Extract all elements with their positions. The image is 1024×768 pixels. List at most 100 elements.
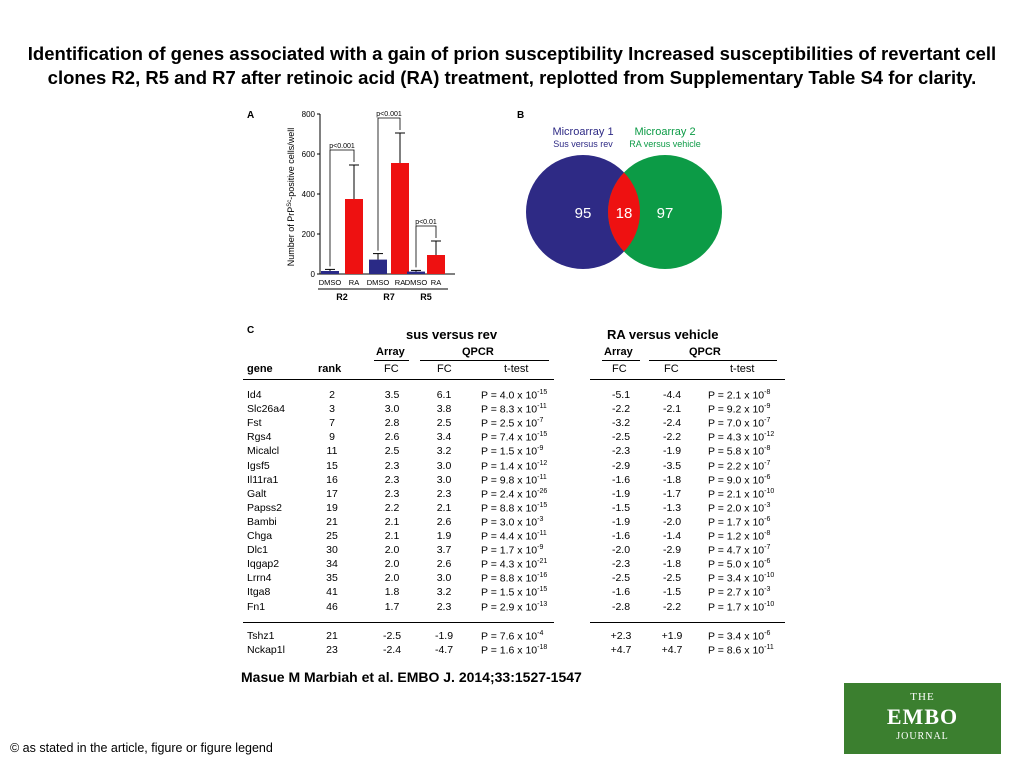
cell-rank: 35	[326, 572, 338, 585]
pvalue-exponent: -3	[764, 501, 771, 509]
group-label: R2	[336, 292, 348, 302]
y-tick-label: 600	[302, 150, 316, 159]
cell-pvalue: P = 2.7 x 10-3	[708, 586, 770, 599]
cell-gene: Bambi	[247, 515, 277, 528]
cell-gene: Tshz1	[247, 630, 275, 642]
cell-pvalue: P = 1.6 x 10-18	[481, 644, 547, 657]
pvalue-exponent: -11	[537, 473, 547, 481]
pvalue-exponent: -7	[764, 417, 771, 425]
venn-overlap-count: 18	[616, 205, 633, 222]
cell-q2: -1.7	[662, 487, 682, 500]
y-tick-label: 800	[302, 110, 316, 119]
col-fc1-header: FC	[384, 363, 399, 375]
x-tick-label: RA	[431, 278, 441, 287]
cell-pvalue: P = 4.4 x 10-11	[481, 530, 547, 543]
pvalue-exponent: -7	[764, 544, 771, 552]
cell-fc2: -1.6	[611, 473, 631, 486]
pvalue-mantissa: P = 3.4 x 10	[708, 572, 765, 585]
qpcr-header-2: QPCR	[689, 346, 721, 358]
pvalue-exponent: -12	[764, 431, 775, 439]
cell-rank: 23	[326, 644, 338, 656]
cell-fc1: 1.7	[384, 600, 400, 613]
slide-title: Identification of genes associated with …	[27, 43, 997, 88]
panel-a-label: A	[247, 110, 255, 121]
cell-rank: 21	[326, 515, 338, 528]
cell-rank: 15	[326, 459, 338, 472]
pvalue-mantissa: P = 1.7 x 10	[481, 544, 538, 557]
pvalue-mantissa: P = 2.5 x 10	[481, 417, 538, 430]
cell-pvalue: P = 5.8 x 10-8	[708, 445, 770, 458]
bar-ra	[391, 163, 409, 274]
pvalue-exponent: -6	[764, 630, 771, 637]
cell-fc1: 2.8	[384, 417, 400, 430]
y-axis-label-main: Number of PrP	[286, 207, 296, 267]
venn-set2-subtitle: RA versus vehicle	[629, 139, 701, 149]
cell-rank: 2	[329, 389, 335, 401]
cell-rank: 46	[326, 600, 338, 613]
pvalue-exponent: -18	[537, 644, 548, 651]
y-tick-label: 400	[302, 190, 316, 199]
cell-q2: -2.1	[662, 403, 682, 416]
cell-q2: -4.4	[662, 389, 682, 401]
cell-q1: 2.5	[436, 417, 452, 430]
cell-pvalue: P = 8.3 x 10-11	[481, 403, 547, 416]
pvalue-mantissa: P = 1.4 x 10	[481, 460, 538, 472]
cell-q2: -1.8	[662, 558, 682, 571]
pvalue-exponent: -6	[764, 515, 771, 523]
venn-set2-circle	[608, 155, 722, 269]
cell-pvalue: P = 5.0 x 10-6	[708, 558, 770, 571]
cell-q2: -2.0	[662, 515, 682, 528]
pvalue-mantissa: P = 1.7 x 10	[708, 516, 765, 529]
cell-pvalue: P = 8.8 x 10-15	[481, 502, 547, 515]
pvalue-mantissa: P = 9.8 x 10	[481, 474, 538, 487]
cell-pvalue: P = 1.2 x 10-8	[708, 530, 770, 543]
cell-q2: +1.9	[661, 630, 683, 642]
cell-fc2: -1.9	[611, 487, 631, 500]
section-rule-left	[243, 622, 554, 623]
pvalue-exponent: -3	[764, 586, 771, 594]
pvalue-exponent: -10	[764, 572, 775, 580]
pvalue-mantissa: P = 2.2 x 10	[708, 460, 765, 472]
col-qfc1-header: FC	[437, 363, 452, 375]
pvalue-mantissa: P = 9.2 x 10	[708, 403, 765, 416]
cell-q2: -3.5	[662, 459, 682, 472]
pvalue-mantissa: P = 3.4 x 10	[708, 630, 765, 643]
cell-q1: 2.6	[436, 515, 452, 528]
cell-fc2: -2.3	[611, 445, 631, 458]
cell-fc1: 2.3	[384, 487, 400, 500]
pvalue-exponent: -21	[537, 558, 548, 566]
pvalue-mantissa: P = 1.2 x 10	[708, 530, 765, 543]
cell-pvalue: P = 9.2 x 10-9	[708, 403, 770, 416]
cell-pvalue: P = 2.0 x 10-3	[708, 502, 770, 515]
cell-rank: 19	[326, 501, 338, 514]
citation: Masue M Marbiah et al. EMBO J. 2014;33:1…	[241, 669, 582, 685]
pvalue-mantissa: P = 5.8 x 10	[708, 445, 765, 458]
pvalue-exponent: -11	[764, 644, 774, 651]
pvalue-exponent: -6	[764, 558, 771, 566]
cell-pvalue: P = 1.5 x 10-9	[481, 445, 543, 458]
pvalue-exponent: -15	[537, 586, 548, 594]
pvalue-mantissa: P = 8.3 x 10	[481, 403, 538, 416]
cell-gene: Papss2	[247, 501, 283, 514]
pvalue-mantissa: P = 4.0 x 10	[481, 389, 538, 402]
pvalue-exponent: -8	[764, 389, 771, 396]
cell-fc2: -1.5	[611, 501, 631, 514]
pvalue-exponent: -10	[764, 487, 775, 495]
pvalue-mantissa: P = 4.3 x 10	[481, 558, 538, 571]
bar-dmso	[369, 259, 387, 274]
venn-set1-circle	[526, 155, 640, 269]
cell-fc1: 2.3	[384, 459, 400, 472]
cell-q1: 1.9	[436, 530, 452, 542]
pvalue-mantissa: P = 9.0 x 10	[708, 474, 765, 487]
pvalue-exponent: -13	[537, 600, 548, 608]
venn-set2-title: Microarray 2	[634, 126, 695, 138]
cell-gene: Il11ra1	[247, 473, 279, 486]
significance-bracket	[415, 225, 437, 268]
y-axis-label-sup: Sc	[287, 200, 293, 207]
cell-q1: 3.2	[436, 445, 452, 458]
pvalue-exponent: -15	[537, 431, 548, 439]
x-tick-label: DMSO	[319, 278, 342, 287]
qpcr-rule-2	[649, 360, 777, 361]
cell-gene: Igsf5	[247, 459, 270, 472]
cell-pvalue: P = 3.4 x 10-6	[708, 630, 770, 643]
